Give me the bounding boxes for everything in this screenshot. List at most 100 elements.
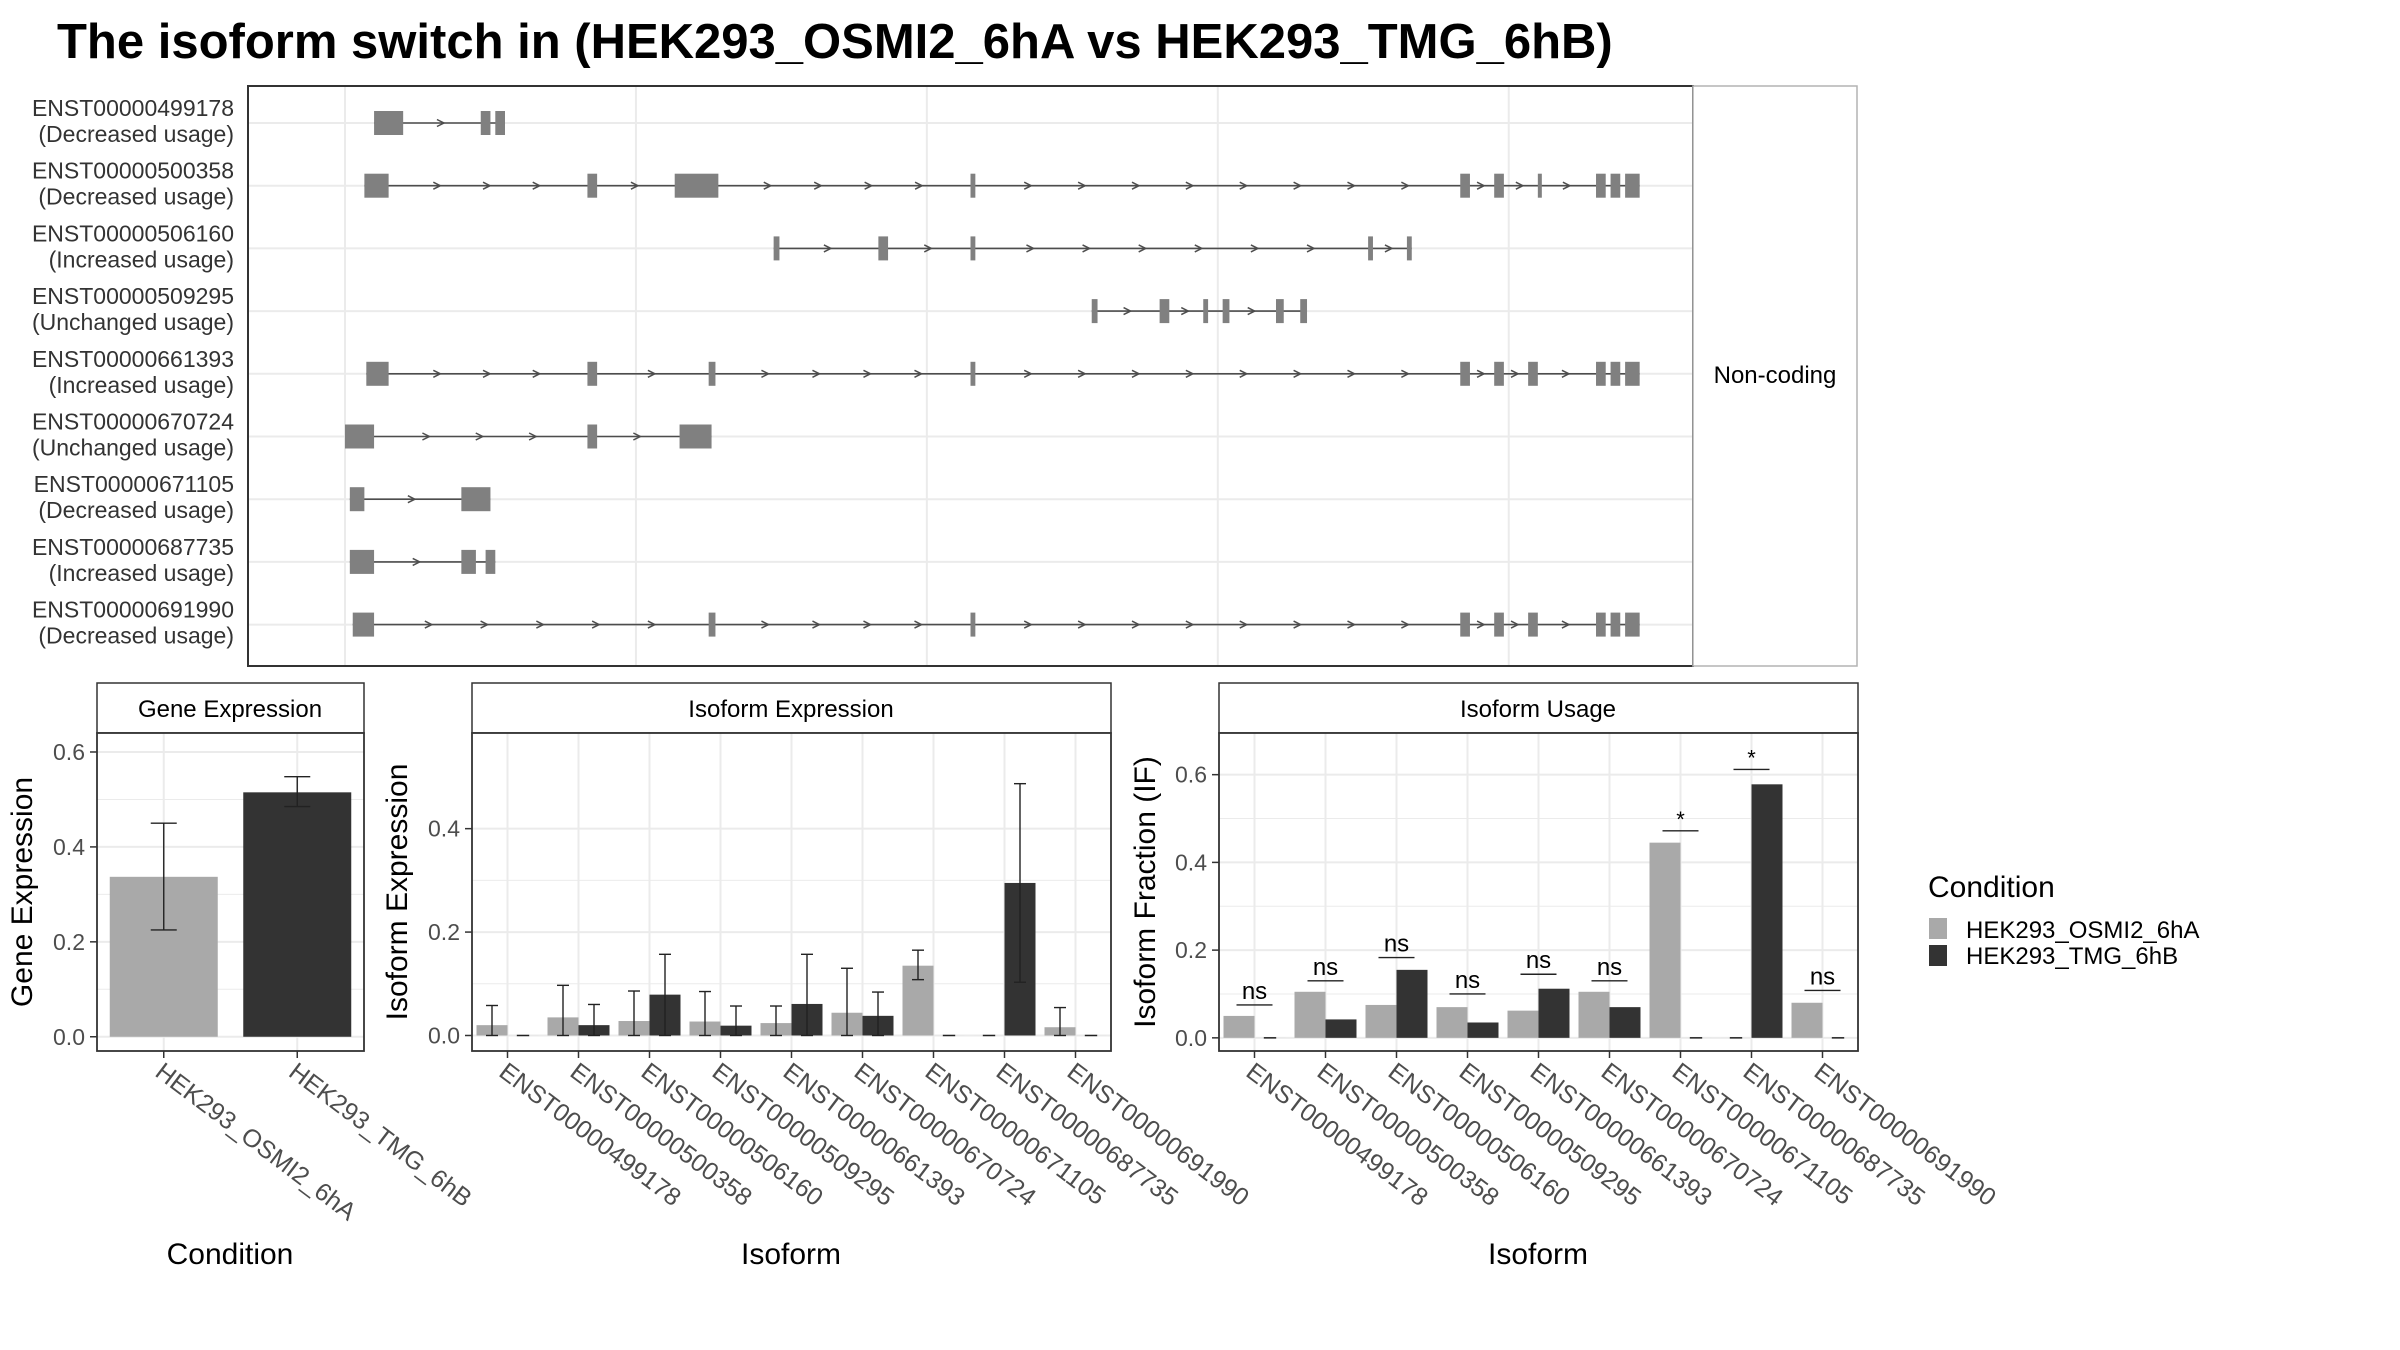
significance-label: ns [1597, 954, 1622, 981]
significance-label: * [1747, 745, 1756, 770]
bar [1649, 842, 1681, 1038]
strand-arrow [1476, 181, 1486, 190]
strand-arrow [1306, 244, 1316, 253]
strand-arrow [1401, 369, 1411, 378]
transcript-structure-panel: Non-coding ENST00000499178(Decreased usa… [32, 85, 1858, 667]
strand-arrow [482, 369, 492, 378]
exon-block [1406, 236, 1412, 261]
exon-block [349, 549, 375, 574]
strand-arrow [528, 432, 538, 441]
bar [1294, 991, 1326, 1038]
strand-arrow [1138, 244, 1148, 253]
transcript-usage-label: (Decreased usage) [38, 121, 234, 147]
legend-label-tmg: HEK293_TMG_6hB [1966, 943, 2178, 970]
exon-block [374, 111, 404, 135]
exon-block [1203, 299, 1209, 324]
isoform-expression-strip-title: Isoform Expression [688, 696, 893, 723]
bar [1467, 1022, 1499, 1038]
strand-arrow [812, 620, 822, 629]
exon-block [1091, 299, 1098, 324]
gene-expression-marks [109, 775, 352, 1037]
legend-title: Condition [1928, 871, 2055, 904]
transcript-id-label: ENST00000691990 [32, 597, 234, 623]
exon-block [1625, 612, 1640, 637]
strand-arrow [475, 432, 485, 441]
strand-arrow [923, 244, 933, 253]
gene-expression-xlabel: Condition [167, 1238, 294, 1271]
exon-block [1222, 299, 1230, 324]
exon-block [1596, 361, 1606, 386]
exon-block [349, 487, 365, 512]
exon-block [495, 111, 505, 135]
strand-arrow [1123, 306, 1133, 316]
isoform-expression-ylabel: Isoform Expression [381, 764, 414, 1021]
y-tick-label: 0.6 [53, 739, 85, 765]
strand-arrow [1510, 369, 1520, 378]
y-tick-label: 0.2 [53, 929, 85, 955]
bar [1791, 1002, 1823, 1038]
bar [1538, 988, 1570, 1038]
structure-row-labels: ENST00000499178(Decreased usage)ENST0000… [32, 95, 234, 649]
strand-arrow [647, 620, 657, 629]
strand-arrow [1401, 181, 1411, 190]
strand-arrow [422, 432, 432, 441]
exon-block [1460, 612, 1470, 637]
strand-arrow [1023, 181, 1033, 190]
significance-label: ns [1313, 954, 1338, 981]
significance-label: ns [1810, 963, 1835, 990]
gene-expression-strip [96, 682, 365, 734]
exon-block [708, 361, 716, 386]
condition-legend: Condition HEK293_OSMI2_6hA HEK293_TMG_6h… [1928, 871, 2199, 970]
y-tick-label: 0.4 [428, 816, 460, 842]
transcript-usage-label: (Increased usage) [49, 246, 234, 272]
exon-block [1596, 173, 1606, 198]
transcript-id-label: ENST00000661393 [32, 346, 234, 372]
strand-arrow [1180, 306, 1190, 316]
exon-block [679, 424, 712, 449]
strand-arrow [1561, 620, 1571, 629]
isoform-usage-strip-title: Isoform Usage [1460, 696, 1616, 723]
transcript-id-label: ENST00000670724 [32, 409, 234, 435]
bar [243, 792, 352, 1037]
bar [1396, 969, 1428, 1038]
strand-arrow [1023, 620, 1033, 629]
exon-block [587, 173, 598, 198]
exon-block [1275, 299, 1284, 324]
strand-arrow [914, 620, 924, 629]
strand-arrow [1077, 181, 1087, 190]
exon-block [773, 236, 780, 261]
bar [1578, 991, 1610, 1038]
strand-arrow [914, 181, 924, 190]
strand-arrow [823, 244, 833, 253]
transcript-usage-label: (Decreased usage) [38, 497, 234, 523]
strand-arrow [1293, 620, 1303, 629]
exon-block [1596, 612, 1606, 637]
exon-block [674, 173, 719, 198]
strand-arrow [432, 369, 443, 378]
isoform-usage-xlabel: Isoform [1488, 1238, 1588, 1271]
exon-block [364, 173, 389, 198]
transcript-id-label: ENST00000506160 [32, 220, 234, 246]
significance-label: ns [1526, 947, 1551, 974]
strand-arrow [1562, 181, 1572, 190]
exon-block [708, 612, 716, 637]
strand-arrow [1239, 181, 1249, 190]
exon-block [1625, 361, 1640, 386]
exon-block [366, 361, 389, 386]
transcript-id-label: ENST00000687735 [32, 534, 234, 560]
structure-strip-label: Non-coding [1714, 362, 1837, 389]
strand-arrow [412, 557, 422, 567]
bar [1751, 784, 1783, 1038]
strand-arrow [424, 620, 434, 629]
strand-arrow [761, 620, 771, 629]
strand-arrow [1561, 369, 1571, 378]
strand-arrow [436, 118, 446, 128]
figure-title: The isoform switch in (HEK293_OSMI2_6hA … [57, 15, 1613, 69]
y-tick-label: 0.0 [1175, 1025, 1207, 1051]
strand-arrow [1131, 181, 1141, 190]
exon-block [344, 424, 375, 449]
exon-block [1494, 612, 1504, 637]
y-tick-label: 0.0 [53, 1024, 85, 1050]
transcript-usage-label: (Unchanged usage) [32, 309, 234, 335]
